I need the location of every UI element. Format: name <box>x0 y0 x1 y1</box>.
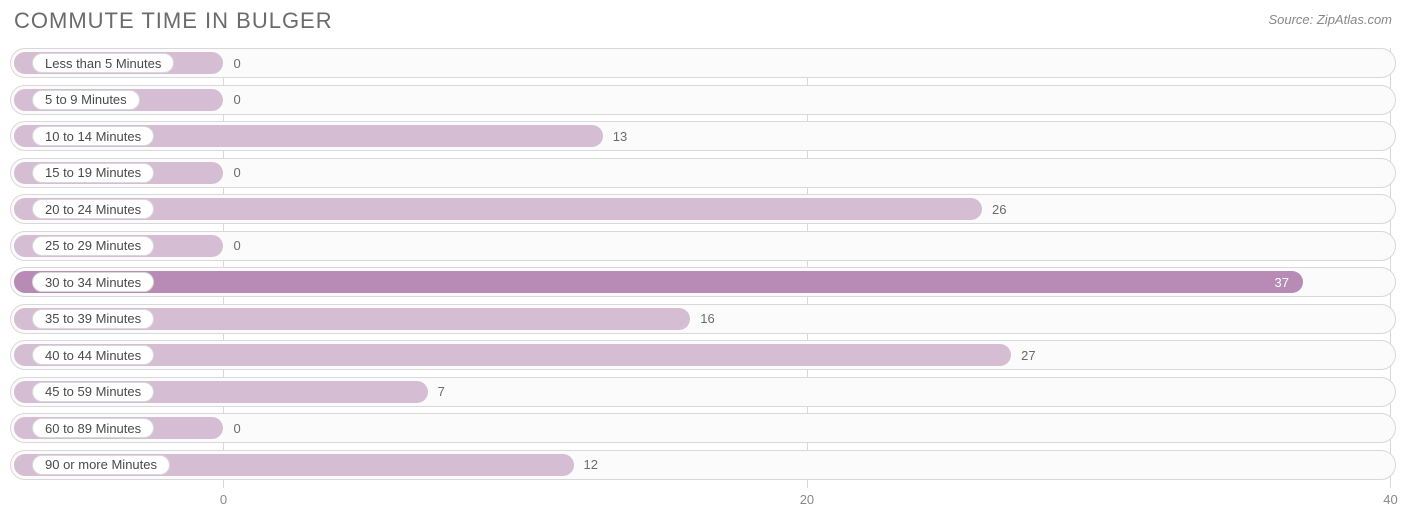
category-label-pill: 60 to 89 Minutes <box>32 418 154 438</box>
category-label-pill: 25 to 29 Minutes <box>32 236 154 256</box>
category-label-pill: 45 to 59 Minutes <box>32 382 154 402</box>
category-label-pill: 30 to 34 Minutes <box>32 272 154 292</box>
chart-container: COMMUTE TIME IN BULGER Source: ZipAtlas.… <box>0 0 1406 523</box>
value-label: 16 <box>700 304 714 334</box>
category-label-pill: 35 to 39 Minutes <box>32 309 154 329</box>
category-label-pill: 5 to 9 Minutes <box>32 90 140 110</box>
x-axis-tick-label: 20 <box>800 492 814 507</box>
value-label: 26 <box>992 194 1006 224</box>
value-label: 0 <box>233 48 240 78</box>
bar-row: Less than 5 Minutes 0 <box>10 48 1396 78</box>
category-label-pill: 10 to 14 Minutes <box>32 126 154 146</box>
bar-row: 40 to 44 Minutes 27 <box>10 340 1396 370</box>
chart-title: COMMUTE TIME IN BULGER <box>14 8 333 34</box>
x-axis: 0 20 40 <box>10 492 1396 512</box>
bar-fill <box>14 198 982 220</box>
bar-row: 30 to 34 Minutes 37 <box>10 267 1396 297</box>
bar-row: 90 or more Minutes 12 <box>10 450 1396 480</box>
chart-header: COMMUTE TIME IN BULGER Source: ZipAtlas.… <box>10 8 1396 34</box>
value-label: 37 <box>1274 267 1288 297</box>
value-label: 12 <box>584 450 598 480</box>
category-label-pill: 90 or more Minutes <box>32 455 170 475</box>
bar-row: 5 to 9 Minutes 0 <box>10 85 1396 115</box>
bar-row: 45 to 59 Minutes 7 <box>10 377 1396 407</box>
value-label: 0 <box>233 413 240 443</box>
bar-row: 15 to 19 Minutes 0 <box>10 158 1396 188</box>
value-label: 0 <box>233 158 240 188</box>
bar-row: 10 to 14 Minutes 13 <box>10 121 1396 151</box>
category-label-pill: 20 to 24 Minutes <box>32 199 154 219</box>
category-label-pill: 40 to 44 Minutes <box>32 345 154 365</box>
bar-fill <box>14 344 1011 366</box>
plot-area: 02040 Less than 5 Minutes05 to 9 Minutes… <box>10 48 1396 488</box>
bar-row: 60 to 89 Minutes 0 <box>10 413 1396 443</box>
value-label: 13 <box>613 121 627 151</box>
value-label: 27 <box>1021 340 1035 370</box>
category-label-pill: 15 to 19 Minutes <box>32 163 154 183</box>
bar-row: 20 to 24 Minutes 26 <box>10 194 1396 224</box>
bar-row: 25 to 29 Minutes 0 <box>10 231 1396 261</box>
value-label: 7 <box>438 377 445 407</box>
bar-row: 35 to 39 Minutes 16 <box>10 304 1396 334</box>
value-label: 0 <box>233 231 240 261</box>
x-axis-tick-label: 0 <box>220 492 227 507</box>
bar-fill <box>14 271 1303 293</box>
category-label-pill: Less than 5 Minutes <box>32 53 174 73</box>
chart-source: Source: ZipAtlas.com <box>1268 12 1392 27</box>
value-label: 0 <box>233 85 240 115</box>
x-axis-tick-label: 40 <box>1383 492 1397 507</box>
